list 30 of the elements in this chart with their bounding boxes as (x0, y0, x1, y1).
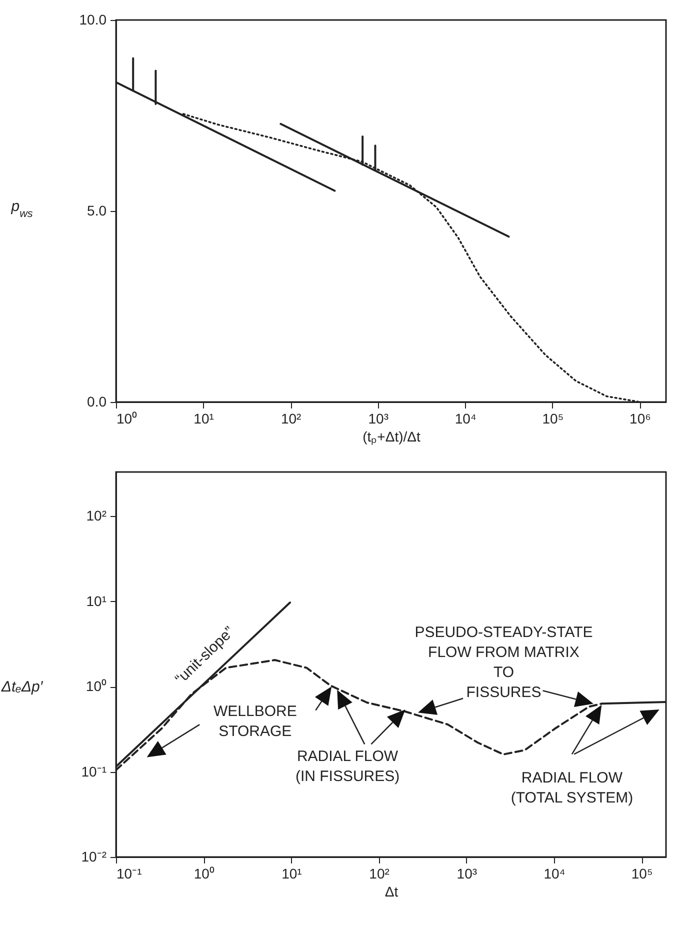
x-axis-title: Δt (384, 884, 398, 900)
x-tick-label: 10³ (456, 866, 478, 882)
y-tick-label: 10² (86, 508, 107, 524)
y-tick-label: 5.0 (87, 202, 107, 218)
x-tick-label: 10¹ (194, 410, 214, 426)
x-tick-label: 10⁶ (630, 410, 651, 426)
annotation: PSEUDO-STEADY-STATE FLOW FROM MATRIX TO FISSURES (414, 624, 593, 701)
y-tick-label: 10⁻² (81, 848, 107, 864)
x-tick-label: 10⁰ (116, 410, 138, 426)
x-tick-label: 10² (369, 866, 390, 882)
y-tick-label: 10¹ (86, 592, 107, 609)
y-tick-label: 10⁻¹ (81, 763, 107, 780)
x-axis-title: (tₚ+Δt)/Δt (362, 428, 420, 446)
y-tick-label: 10.0 (79, 12, 107, 28)
y-tick-label: 10⁰ (86, 678, 106, 694)
x-tick-label: 10⁴ (544, 866, 566, 882)
x-tick-label: 10³ (368, 410, 389, 426)
annotation: WELLBORE STORAGE (213, 703, 297, 740)
annotation: RADIAL FLOW (IN FISSURES) (295, 748, 400, 785)
y-axis-title: ΔtₑΔp′ (0, 678, 44, 696)
x-tick-label: 10⁴ (454, 410, 476, 426)
y-axis-title: p$_{ws}$ (10, 198, 34, 220)
x-tick-label: 10⁻¹ (116, 866, 142, 882)
x-tick-label: 10⁵ (631, 866, 653, 882)
x-tick-label: 10¹ (282, 866, 302, 882)
x-tick-label: 10² (280, 410, 302, 426)
annotation: RADIAL FLOW (TOTAL SYSTEM) (510, 770, 634, 807)
x-tick-label: 10⁰ (194, 866, 214, 882)
x-tick-label: 10⁵ (542, 410, 564, 426)
y-tick-label: 0.0 (87, 394, 107, 410)
